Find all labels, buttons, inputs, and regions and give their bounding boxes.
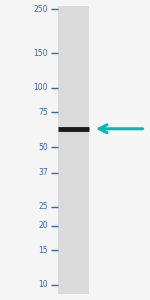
Text: 10: 10 <box>38 280 48 290</box>
Text: 37: 37 <box>38 168 48 177</box>
Text: 15: 15 <box>38 246 48 255</box>
Text: 20: 20 <box>38 221 48 230</box>
Bar <box>58 6 89 294</box>
Text: 150: 150 <box>33 49 48 58</box>
Text: 50: 50 <box>38 143 48 152</box>
Text: 25: 25 <box>38 202 48 211</box>
Text: 250: 250 <box>33 5 48 14</box>
Text: 100: 100 <box>33 83 48 92</box>
Text: 75: 75 <box>38 108 48 117</box>
Bar <box>58 6 89 294</box>
